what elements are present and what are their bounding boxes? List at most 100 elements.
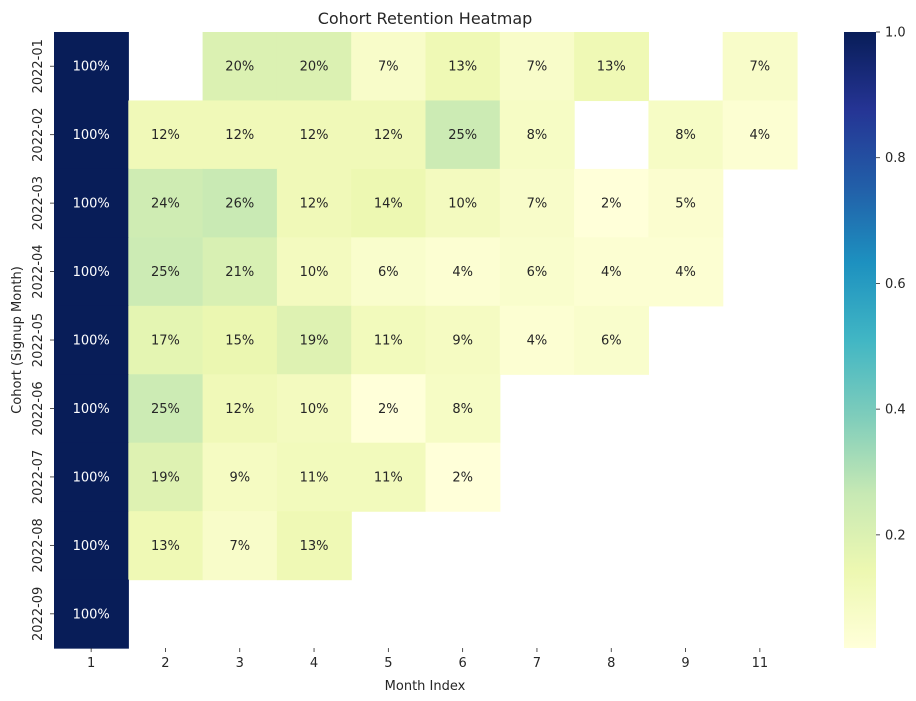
- cell-label: 100%: [73, 197, 110, 212]
- heatmap-cell: [54, 305, 129, 375]
- heatmap-cell: [202, 168, 278, 238]
- cell-label: 25%: [448, 128, 477, 143]
- heatmap-cell: [202, 374, 278, 444]
- cell-label: 100%: [73, 334, 110, 349]
- heatmap-cell: [351, 374, 427, 444]
- heatmap-cell: [425, 32, 501, 102]
- cell-label: 2%: [378, 402, 399, 417]
- cell-label: 4%: [750, 128, 771, 143]
- cell-label: 4%: [601, 265, 622, 280]
- heatmap-cell: [499, 32, 575, 102]
- colorbar-tick-label: 0.4: [885, 403, 906, 418]
- cell-label: 19%: [151, 470, 180, 485]
- heatmap-cell: [574, 32, 649, 102]
- cell-label: 7%: [527, 197, 548, 212]
- heatmap-cell: [648, 168, 724, 238]
- cell-label: 4%: [675, 265, 696, 280]
- cell-label: 2%: [452, 470, 473, 485]
- cell-label: 8%: [452, 402, 473, 417]
- cell-label: 26%: [225, 197, 254, 212]
- cell-label: 20%: [225, 60, 254, 75]
- cell-label: 4%: [527, 334, 548, 349]
- y-tick-label: 2022-07: [31, 450, 46, 504]
- colorbar-tick-label: 0.2: [885, 528, 906, 543]
- y-axis-ticks: 2022-01 2022-02 2022-03 2022-04 2022-05 2022-…: [31, 39, 54, 641]
- colorbar-tick-label: 0.6: [885, 277, 906, 292]
- heatmap-cell: [351, 442, 427, 512]
- cell-label: 7%: [229, 539, 250, 554]
- x-tick-label: 1: [87, 656, 95, 671]
- heatmap-cell: [128, 305, 204, 375]
- chart-title: Cohort Retention Heatmap: [318, 9, 533, 28]
- heatmap-cell: [574, 168, 649, 238]
- cell-label: 5%: [675, 197, 696, 212]
- colorbar-tick-label: 0.8: [885, 151, 906, 166]
- cell-label: 11%: [374, 470, 403, 485]
- heatmap-cell: [202, 100, 278, 170]
- heatmap-cell: [351, 237, 427, 307]
- heatmap-cell: [202, 305, 278, 375]
- heatmap-cell: [499, 168, 575, 238]
- y-tick-label: 2022-05: [31, 313, 46, 367]
- cell-label: 10%: [448, 197, 477, 212]
- cell-label: 13%: [300, 539, 329, 554]
- heatmap-cell: [276, 100, 352, 170]
- cell-label: 14%: [374, 197, 403, 212]
- heatmap-cell: [351, 168, 427, 238]
- cell-label: 100%: [73, 470, 110, 485]
- heatmap-cell: [425, 168, 501, 238]
- cell-label: 25%: [151, 402, 180, 417]
- cell-label: 100%: [73, 402, 110, 417]
- colorbar-gradient: [844, 32, 876, 648]
- heatmap-cells: 100% 20% 20% 7% 13% 7% 13% 7% 100% 12% 12% 12% 12% 25…: [54, 32, 798, 649]
- heatmap-cell: [351, 100, 427, 170]
- cell-label: 4%: [452, 265, 473, 280]
- heatmap-cell: [54, 442, 129, 512]
- heatmap-cell: [574, 305, 649, 375]
- cell-label: 15%: [225, 334, 254, 349]
- x-tick-label: 11: [752, 656, 769, 671]
- heatmap-cell: [499, 237, 575, 307]
- heatmap-cell: [276, 305, 352, 375]
- heatmap-cell: [425, 374, 501, 444]
- heatmap-cell: [54, 100, 129, 170]
- cell-label: 100%: [73, 539, 110, 554]
- x-tick-label: 7: [533, 656, 541, 671]
- heatmap-cell: [54, 511, 129, 581]
- cell-label: 21%: [225, 265, 254, 280]
- cell-label: 7%: [378, 60, 399, 75]
- heatmap-cell: [499, 305, 575, 375]
- heatmap-cell: [128, 100, 204, 170]
- colorbar: 0.2 0.4 0.6 0.8 1.0: [844, 26, 906, 648]
- cell-label: 2%: [601, 197, 622, 212]
- heatmap-cell: [54, 579, 129, 649]
- cell-label: 11%: [374, 334, 403, 349]
- heatmap-cell: [54, 168, 129, 238]
- cell-label: 10%: [300, 402, 329, 417]
- heatmap-cell: [128, 374, 204, 444]
- heatmap-cell: [351, 305, 427, 375]
- y-tick-label: 2022-04: [31, 244, 46, 298]
- x-tick-label: 2: [161, 656, 169, 671]
- heatmap-cell: [54, 32, 129, 102]
- cell-label: 6%: [527, 265, 548, 280]
- cell-label: 7%: [527, 60, 548, 75]
- heatmap-cell: [276, 374, 352, 444]
- cell-label: 12%: [300, 197, 329, 212]
- cell-label: 12%: [300, 128, 329, 143]
- heatmap-cell: [128, 511, 204, 581]
- cell-label: 9%: [452, 334, 473, 349]
- heatmap-cell: [276, 168, 352, 238]
- cell-label: 100%: [73, 60, 110, 75]
- x-tick-label: 6: [459, 656, 467, 671]
- cell-label: 100%: [73, 265, 110, 280]
- cell-label: 6%: [601, 334, 622, 349]
- heatmap-cell: [722, 100, 798, 170]
- heatmap-cell: [648, 237, 724, 307]
- colorbar-tick-label: 1.0: [885, 26, 906, 41]
- heatmap-cell: [202, 511, 278, 581]
- heatmap-cell: [128, 237, 204, 307]
- heatmap-cell: [128, 442, 204, 512]
- y-tick-label: 2022-03: [31, 176, 46, 230]
